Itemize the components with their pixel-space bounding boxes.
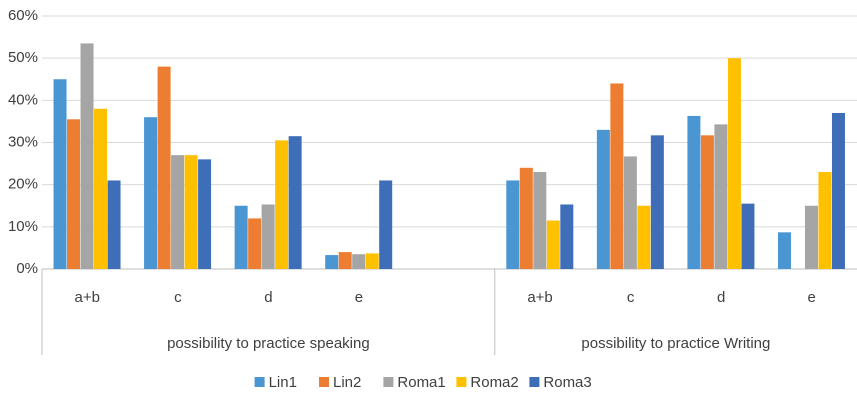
legend-swatch	[254, 377, 265, 387]
legend-swatch	[319, 377, 329, 387]
bar	[637, 205, 651, 269]
bar	[546, 220, 560, 269]
bar	[171, 155, 185, 269]
bar	[198, 159, 212, 269]
bar	[234, 205, 248, 269]
bar	[352, 254, 366, 269]
bar	[53, 79, 67, 269]
y-tick-label: 60%	[8, 7, 38, 24]
bar	[596, 129, 610, 269]
bar	[533, 172, 547, 269]
bar	[623, 156, 637, 269]
bar	[687, 115, 701, 269]
bar	[519, 167, 533, 269]
bar	[248, 218, 262, 269]
x-tick-label: d	[264, 289, 272, 306]
bar	[338, 252, 352, 269]
legend-swatch	[529, 377, 540, 387]
legend-label: Lin1	[269, 374, 297, 391]
bar	[804, 205, 818, 269]
y-tick-label: 0%	[16, 260, 38, 277]
bar	[650, 135, 664, 269]
x-tick-label: c	[627, 289, 635, 306]
bar	[144, 117, 158, 269]
x-tick-label: c	[174, 289, 182, 306]
group-label: possibility to practice Writing	[581, 335, 770, 352]
legend-swatch	[456, 377, 467, 387]
bar	[184, 155, 198, 269]
bar	[261, 204, 275, 269]
bar	[288, 136, 302, 269]
bar	[94, 108, 108, 270]
legend-swatch	[383, 377, 394, 387]
x-tick-label: a+b	[527, 289, 552, 306]
bar	[365, 253, 379, 269]
legend-label: Lin2	[333, 374, 361, 391]
bar	[727, 58, 741, 269]
bar	[157, 66, 171, 269]
legend-label: Roma1	[397, 374, 445, 391]
legend-label: Roma2	[470, 374, 518, 391]
bar	[714, 124, 728, 269]
bar	[379, 180, 393, 269]
bar	[741, 203, 755, 269]
x-tick-label: e	[808, 289, 816, 306]
bar	[560, 204, 574, 269]
y-tick-label: 10%	[8, 218, 38, 235]
bar	[777, 232, 791, 269]
bar	[818, 172, 832, 269]
y-tick-label: 20%	[8, 176, 38, 193]
group-label: possibility to practice speaking	[167, 335, 370, 352]
y-tick-label: 50%	[8, 49, 38, 66]
x-tick-label: a+b	[75, 289, 100, 306]
bar	[506, 180, 520, 269]
bar	[325, 255, 339, 269]
bar	[700, 135, 714, 269]
bar	[831, 112, 845, 269]
x-tick-label: d	[717, 289, 725, 306]
y-tick-label: 30%	[8, 133, 38, 150]
bar	[610, 83, 624, 269]
x-tick-label: e	[355, 289, 363, 306]
bar	[107, 180, 121, 269]
legend-label: Roma3	[543, 374, 591, 391]
y-tick-label: 40%	[8, 91, 38, 108]
bar	[275, 140, 289, 269]
bar	[67, 119, 81, 269]
bar	[80, 43, 94, 270]
